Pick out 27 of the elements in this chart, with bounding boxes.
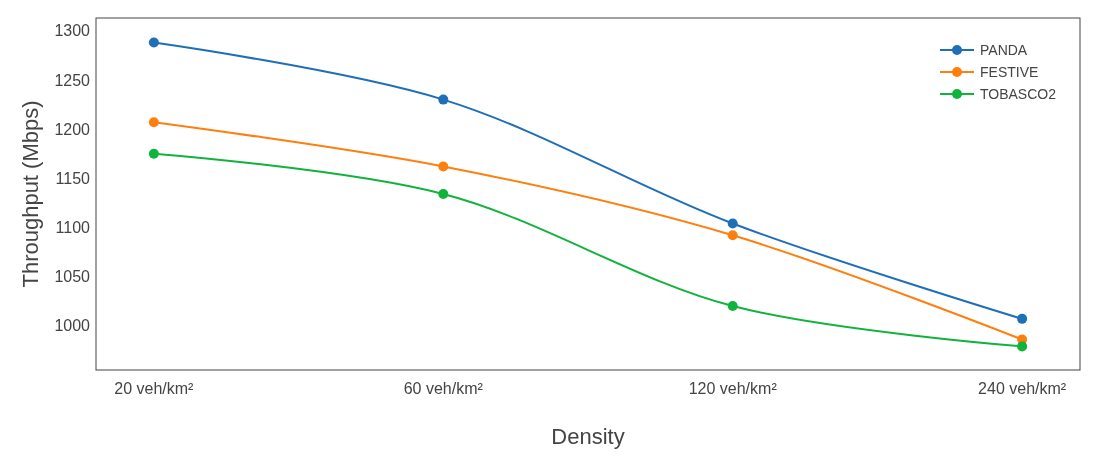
point xyxy=(148,117,159,128)
legend-label: PANDA xyxy=(980,41,1028,58)
legend-label: TOBASCO2 xyxy=(980,85,1057,102)
point xyxy=(1017,341,1028,352)
y-tick-label: 1250 xyxy=(54,71,91,89)
y-axis-title: Throughput (Mbps) xyxy=(18,100,43,288)
x-tick-label: 20 veh/km² xyxy=(114,380,195,397)
x-tick-label: 60 veh/km² xyxy=(403,380,484,397)
point xyxy=(1017,313,1028,324)
y-tick-label: 1000 xyxy=(54,317,91,335)
y-tick-label: 1100 xyxy=(55,219,91,237)
point xyxy=(438,161,449,172)
y-tick-label: 1050 xyxy=(54,268,91,286)
y-tick-label: 1300 xyxy=(54,22,91,40)
y-tick-label: 1150 xyxy=(55,169,91,187)
y-tick-label: 1200 xyxy=(54,120,91,138)
point xyxy=(727,301,738,312)
point xyxy=(438,189,449,199)
x-tick-label: 120 veh/km² xyxy=(688,380,778,397)
x-axis-title: Density xyxy=(551,424,625,449)
point xyxy=(438,94,449,105)
point xyxy=(727,230,738,241)
point xyxy=(727,218,738,229)
x-tick-label: 240 veh/km² xyxy=(978,380,1067,397)
point xyxy=(148,37,159,48)
point xyxy=(148,148,159,159)
legend-label: FESTIVE xyxy=(980,63,1039,80)
